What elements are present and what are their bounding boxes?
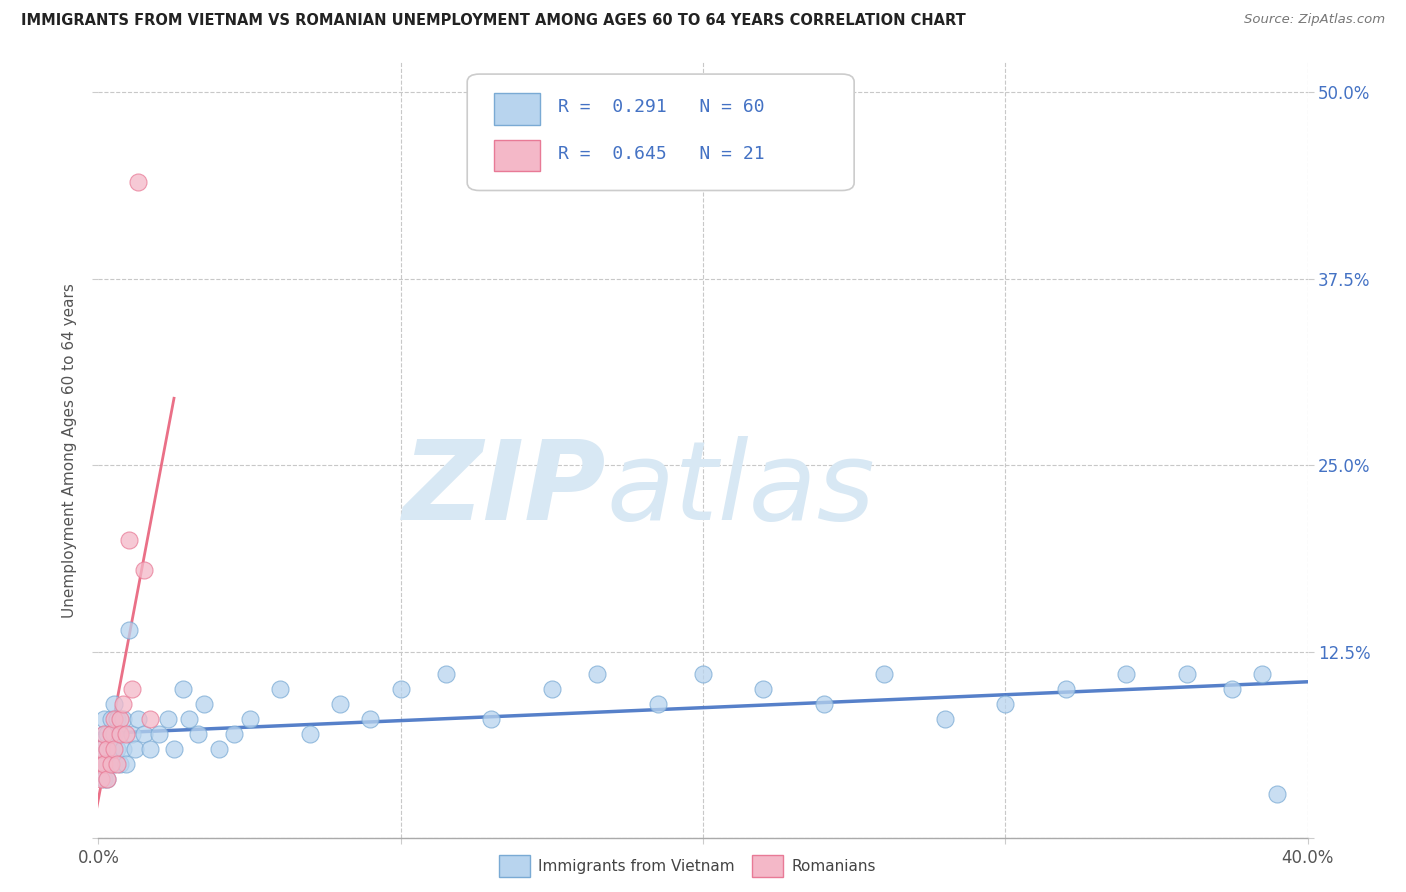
Point bbox=[148, 727, 170, 741]
Point bbox=[193, 697, 215, 711]
Point bbox=[111, 697, 134, 711]
Point bbox=[103, 742, 125, 756]
Point bbox=[239, 712, 262, 726]
Text: R =  0.645   N = 21: R = 0.645 N = 21 bbox=[558, 145, 765, 163]
Point bbox=[132, 727, 155, 741]
Point bbox=[105, 712, 128, 726]
Point bbox=[172, 682, 194, 697]
Point bbox=[111, 742, 134, 756]
Point bbox=[1054, 682, 1077, 697]
Point bbox=[156, 712, 179, 726]
Point bbox=[118, 533, 141, 547]
Point bbox=[90, 742, 112, 756]
Point bbox=[132, 563, 155, 577]
Point bbox=[108, 712, 131, 726]
Point bbox=[105, 756, 128, 771]
Point bbox=[96, 727, 118, 741]
Point bbox=[111, 712, 134, 726]
Point bbox=[994, 697, 1017, 711]
Point bbox=[127, 712, 149, 726]
Point bbox=[90, 772, 112, 786]
Point bbox=[118, 623, 141, 637]
Text: atlas: atlas bbox=[606, 436, 875, 542]
Point bbox=[105, 742, 128, 756]
Text: Immigrants from Vietnam: Immigrants from Vietnam bbox=[538, 859, 735, 873]
Point bbox=[1267, 787, 1289, 801]
Point bbox=[93, 712, 115, 726]
Point bbox=[163, 742, 186, 756]
Bar bbox=[494, 94, 540, 125]
Point bbox=[103, 727, 125, 741]
Text: R =  0.291   N = 60: R = 0.291 N = 60 bbox=[558, 98, 765, 116]
Point bbox=[96, 772, 118, 786]
Point bbox=[100, 742, 122, 756]
Point bbox=[93, 727, 115, 741]
Point bbox=[813, 697, 835, 711]
Point bbox=[114, 756, 136, 771]
Point bbox=[93, 727, 115, 741]
Point bbox=[329, 697, 352, 711]
Point bbox=[100, 727, 122, 741]
Point bbox=[100, 712, 122, 726]
Point bbox=[299, 727, 322, 741]
Point bbox=[100, 756, 122, 771]
Point bbox=[389, 682, 412, 697]
FancyBboxPatch shape bbox=[467, 74, 855, 191]
Point bbox=[139, 742, 162, 756]
Point bbox=[124, 742, 146, 756]
Point bbox=[93, 756, 115, 771]
Point bbox=[481, 712, 503, 726]
Point bbox=[540, 682, 562, 697]
Point bbox=[269, 682, 291, 697]
Point bbox=[208, 742, 231, 756]
Point bbox=[873, 667, 896, 681]
Point bbox=[934, 712, 956, 726]
Text: ZIP: ZIP bbox=[402, 436, 606, 542]
Point bbox=[647, 697, 669, 711]
Point bbox=[93, 772, 115, 786]
Point bbox=[127, 175, 149, 189]
Point bbox=[1115, 667, 1137, 681]
Point bbox=[96, 756, 118, 771]
Text: Source: ZipAtlas.com: Source: ZipAtlas.com bbox=[1244, 13, 1385, 27]
Point bbox=[108, 756, 131, 771]
Point bbox=[100, 756, 122, 771]
Point bbox=[752, 682, 775, 697]
Y-axis label: Unemployment Among Ages 60 to 64 years: Unemployment Among Ages 60 to 64 years bbox=[62, 283, 77, 618]
Point bbox=[179, 712, 201, 726]
Text: IMMIGRANTS FROM VIETNAM VS ROMANIAN UNEMPLOYMENT AMONG AGES 60 TO 64 YEARS CORRE: IMMIGRANTS FROM VIETNAM VS ROMANIAN UNEM… bbox=[21, 13, 966, 29]
Point bbox=[224, 727, 246, 741]
Point bbox=[103, 756, 125, 771]
Point bbox=[96, 772, 118, 786]
Point bbox=[1220, 682, 1243, 697]
Point bbox=[108, 727, 131, 741]
Point bbox=[1175, 667, 1198, 681]
Text: Romanians: Romanians bbox=[792, 859, 876, 873]
Point bbox=[90, 742, 112, 756]
Point bbox=[96, 742, 118, 756]
Point bbox=[187, 727, 209, 741]
Point bbox=[103, 712, 125, 726]
Point bbox=[586, 667, 609, 681]
Point bbox=[121, 682, 143, 697]
Point bbox=[108, 727, 131, 741]
Bar bbox=[494, 140, 540, 171]
Point bbox=[89, 756, 111, 771]
Point bbox=[90, 756, 112, 771]
Point bbox=[692, 667, 714, 681]
Point bbox=[139, 712, 162, 726]
Point bbox=[121, 727, 143, 741]
Point bbox=[114, 727, 136, 741]
Point bbox=[96, 742, 118, 756]
Point bbox=[434, 667, 457, 681]
Point bbox=[360, 712, 382, 726]
Point bbox=[103, 697, 125, 711]
Point bbox=[1251, 667, 1274, 681]
